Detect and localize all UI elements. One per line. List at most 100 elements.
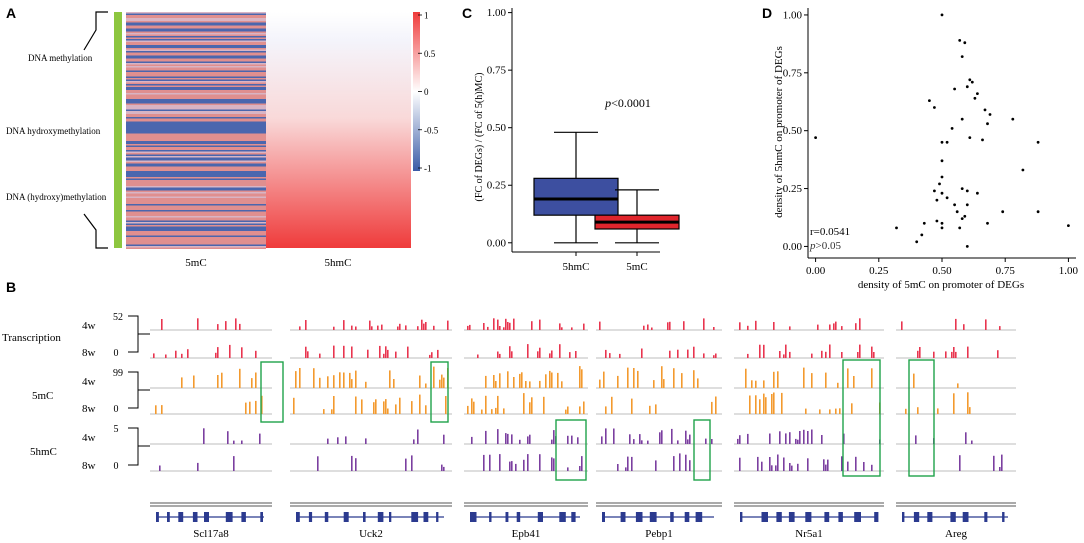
gene-exon [204,512,209,522]
signal-bar [759,344,761,358]
heatmap-stripe [126,114,266,116]
heatmap-stripe [126,183,266,185]
scatter-point [933,106,936,109]
scatter-point [940,191,944,195]
signal-bar [609,353,611,358]
scatter-point [945,196,949,200]
scatter-point [960,217,964,221]
gene-exon [296,512,300,522]
signal-bar [497,319,499,330]
signal-bar [227,431,229,444]
signal-bar [349,372,351,388]
heatmap-stripe [126,43,266,45]
heatmap-stripe [126,219,266,221]
heatmap-stripe [126,141,266,143]
signal-bar [647,440,649,444]
signal-bar [655,404,657,414]
signal-bar [953,393,955,414]
signal-bar [953,347,955,358]
signal-bar [673,368,675,388]
gene-exon [260,512,263,522]
signal-bar [365,381,367,388]
heatmap-stripe [126,39,266,41]
signal-bar [779,351,781,358]
heatmap-stripe [126,67,266,69]
signal-bar [425,322,427,330]
signal-bar [965,432,967,444]
signal-bar [441,464,443,471]
signal-bar [497,429,499,444]
heatmap-stripe [126,121,266,123]
signal-bar [835,408,837,414]
heatmap-stripe [126,151,266,153]
scatter-point [940,13,944,17]
heatmap-stripe [126,99,266,101]
heatmap-stripe [126,30,266,32]
signal-bar [751,380,753,388]
signal-bar [369,320,371,330]
gene-exon [324,512,329,522]
signal-bar [829,324,831,330]
scale-bracket-5hmc [128,427,150,466]
signal-bar [803,429,805,444]
signal-bar [627,456,629,471]
signal-bar [305,346,307,358]
scatter-point [955,210,959,214]
signal-bar [351,346,353,358]
heatmap-stripe [126,96,266,98]
signal-bar [967,346,969,358]
gene-exon [805,512,812,522]
heatmap-stripe [126,216,266,218]
signal-bar [327,438,329,444]
signal-bar [495,407,497,414]
gene-exon [684,512,690,522]
signal-bar [747,433,749,444]
heatmap-stripe [126,201,266,203]
signal-bar [539,319,541,330]
signal-bar [677,440,679,444]
signal-bar [637,370,639,388]
scatter-point [940,221,944,225]
signal-bar [431,352,433,358]
scatter-point [938,182,941,186]
signal-bar [351,325,353,330]
heatmap-stripe [126,48,266,50]
signal-bar [239,368,241,388]
signal-bar [379,345,381,358]
signal-bar [773,322,775,330]
signal-bar [687,439,689,444]
signal-bar [739,457,741,471]
signal-bar [333,345,335,358]
signal-bar [579,406,581,414]
signal-bar [755,395,757,414]
scatter-point [940,140,944,144]
gene-exon [649,512,657,522]
signal-bar [783,457,785,471]
scatter-point [973,96,977,100]
signal-bar [509,461,511,471]
signal-bar [339,372,341,388]
signal-bar [841,326,843,330]
scatter-point [922,221,926,225]
signal-bar [255,400,257,414]
scatter-point [963,214,967,218]
signal-bar [693,370,695,388]
signal-bar [755,320,757,330]
heatmap-stripe [126,163,266,165]
signal-bar [917,407,919,414]
heatmap-stripe [126,22,266,24]
row-4w-5hmc: 4w [82,432,96,444]
heatmap-stripe [126,102,266,104]
scatter-point [920,233,924,237]
signal-bar [993,455,995,471]
signal-bar [631,456,633,471]
signal-bar [739,435,741,444]
signal-bar [567,467,569,471]
colorbar-tick-label: 0.5 [424,49,436,59]
heatmap-stripe [126,235,266,237]
scatter-point [1021,168,1025,172]
panel-a-label: A [6,5,16,21]
box-ylabel: (FC of DEGs) / (FC of 5(h)MC) [474,73,485,202]
signal-bar [681,373,683,388]
group-label-5hmc: 5hmC [30,446,57,458]
